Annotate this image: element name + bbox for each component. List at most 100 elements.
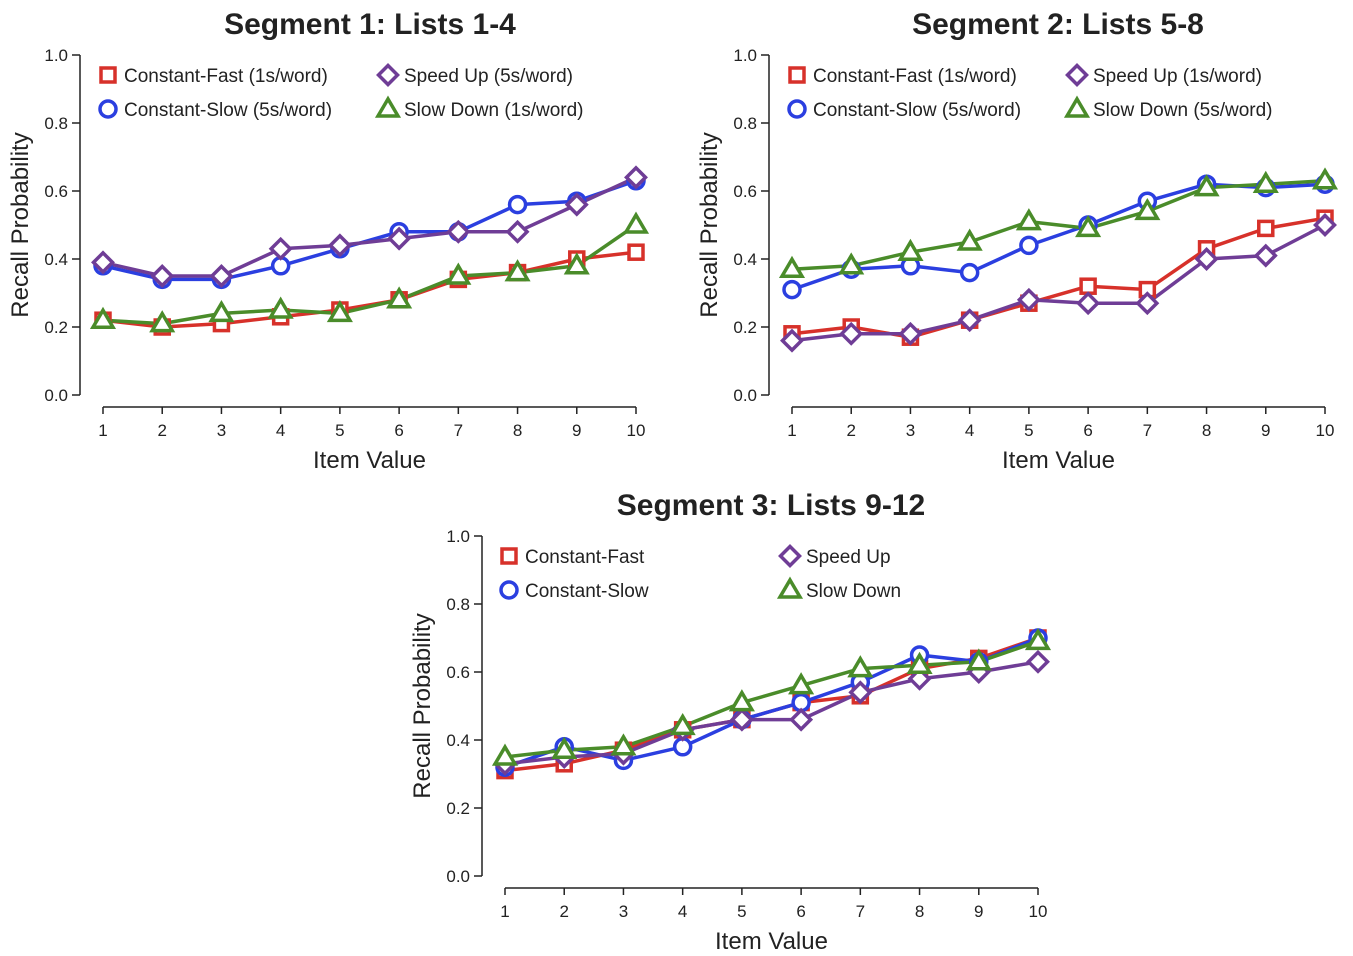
legend-label: Slow Down <box>806 581 901 602</box>
data-point-diamond <box>1313 213 1337 237</box>
y-tick-label: 0.8 <box>446 595 470 614</box>
data-point-diamond <box>1016 287 1041 312</box>
data-point-triangle <box>1193 174 1220 197</box>
chart-panel-2: Segment 2: Lists 5-8 0.0 0.2 0.4 0.6 0.8 1.0 Re… <box>696 8 1339 474</box>
data-point-triangle <box>669 712 696 736</box>
chart-panel-3: Segment 3: Lists 9-12 0.0 0.2 0.4 0.6 0.8 1.0 R… <box>409 489 1052 955</box>
legend-label: Constant-Fast (1s/word) <box>124 66 328 87</box>
data-point-triangle <box>491 743 519 766</box>
data-point-triangle <box>563 252 590 275</box>
data-point-circle <box>507 194 528 215</box>
data-point-diamond <box>268 236 293 261</box>
data-point-circle <box>1019 235 1039 256</box>
x-tick-label: 6 <box>1083 421 1092 440</box>
data-point-diamond <box>624 165 648 190</box>
y-tick-label: 0.0 <box>44 386 68 405</box>
legend-label: Slow Down (5s/word) <box>1093 100 1273 121</box>
legend-label: Speed Up (5s/word) <box>404 66 573 87</box>
y-tick-label: 0.6 <box>44 182 68 201</box>
data-point-triangle <box>956 228 983 251</box>
y-tick-label: 0.0 <box>733 386 757 405</box>
x-tick-label: 10 <box>627 421 646 440</box>
y-axis-label: Recall Probability <box>409 613 436 798</box>
y-tick-label: 0.2 <box>446 799 470 818</box>
y-tick-label: 0.4 <box>446 731 470 750</box>
legend-marker-diamond <box>1065 63 1089 87</box>
series-line-diamond <box>504 660 1039 766</box>
data-point-diamond <box>789 707 814 732</box>
y-tick-label: 0.2 <box>733 318 757 337</box>
legend-marker-diamond <box>778 544 802 568</box>
data-point-triangle <box>149 310 176 333</box>
x-tick-label: 2 <box>559 902 568 921</box>
series-line-square <box>102 250 637 329</box>
data-point-triangle <box>1134 197 1161 221</box>
x-tick-label: 2 <box>157 421 166 440</box>
x-tick-label: 8 <box>1202 421 1211 440</box>
series-line-triangle <box>102 223 637 326</box>
data-point-diamond <box>1076 291 1101 316</box>
data-point-square <box>1257 219 1275 238</box>
x-tick-label: 1 <box>500 902 509 921</box>
data-point-triangle <box>1311 167 1339 190</box>
x-tick-label: 1 <box>98 421 107 440</box>
data-point-diamond <box>1135 291 1160 316</box>
data-point-triangle <box>445 262 472 285</box>
data-point-triangle <box>838 252 865 275</box>
data-point-square <box>627 243 645 261</box>
data-point-triangle <box>326 299 353 323</box>
y-tick-label: 0.2 <box>44 318 68 337</box>
legend-label: Constant-Slow <box>525 581 649 602</box>
y-tick-label: 1.0 <box>44 46 68 65</box>
series-line-triangle <box>791 179 1326 271</box>
x-tick-label: 3 <box>217 421 226 440</box>
x-tick-label: 10 <box>1316 421 1335 440</box>
chart-title: Segment 1: Lists 1-4 <box>224 8 516 41</box>
data-point-triangle <box>778 255 806 278</box>
data-point-triangle <box>208 299 235 323</box>
data-point-diamond <box>780 328 804 353</box>
legend-marker-square <box>788 66 806 84</box>
series-line-diamond <box>791 223 1326 343</box>
data-point-circle <box>959 262 980 283</box>
legend-label: Constant-Slow (5s/word) <box>124 100 332 121</box>
legend-label: Constant-Fast <box>525 547 645 568</box>
legend-marker-triangle <box>1063 95 1091 118</box>
data-point-triangle <box>1015 208 1042 231</box>
data-point-triangle <box>728 689 755 712</box>
data-point-triangle <box>551 736 578 759</box>
x-tick-label: 5 <box>737 902 746 921</box>
data-point-diamond <box>1026 649 1050 674</box>
chart-title: Segment 3: Lists 9-12 <box>617 489 925 522</box>
data-point-diamond <box>91 250 115 275</box>
legend-marker-square <box>99 66 117 84</box>
legend-marker-circle <box>499 580 519 600</box>
data-point-diamond <box>1194 247 1219 271</box>
y-tick-label: 1.0 <box>446 527 470 546</box>
y-tick-label: 0.0 <box>446 867 470 886</box>
x-tick-label: 5 <box>335 421 344 440</box>
data-point-diamond <box>150 264 175 288</box>
x-tick-label: 6 <box>394 421 403 440</box>
x-tick-label: 10 <box>1029 902 1048 921</box>
y-tick-label: 0.8 <box>44 114 68 133</box>
y-tick-label: 1.0 <box>733 46 757 65</box>
data-point-diamond <box>505 219 530 244</box>
data-point-diamond <box>1253 243 1278 268</box>
data-point-triangle <box>386 286 413 309</box>
x-tick-label: 3 <box>619 902 628 921</box>
data-point-diamond <box>957 308 982 333</box>
data-point-triangle <box>1024 627 1052 651</box>
data-point-triangle <box>610 733 637 756</box>
y-axis-label: Recall Probability <box>696 132 723 317</box>
data-point-diamond <box>209 264 234 288</box>
x-tick-label: 4 <box>276 421 285 440</box>
legend-label: Constant-Slow (5s/word) <box>813 100 1021 121</box>
data-point-triangle <box>897 238 924 261</box>
chart-title: Segment 2: Lists 5-8 <box>912 8 1204 41</box>
y-tick-label: 0.4 <box>44 250 68 269</box>
data-point-triangle <box>847 655 874 678</box>
legend-label: Speed Up <box>806 547 891 568</box>
data-point-diamond <box>446 219 471 244</box>
